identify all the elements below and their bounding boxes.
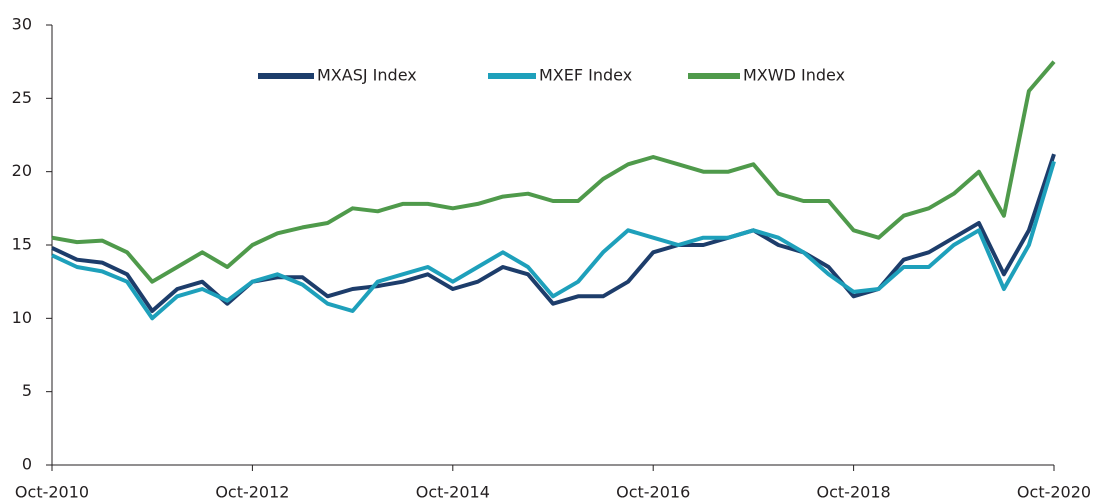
y-tick-label: 30 — [12, 15, 32, 34]
series-line — [51, 160, 1056, 321]
y-tick-label: 5 — [22, 381, 32, 400]
y-tick-label: 10 — [12, 308, 32, 327]
x-tick-label: Oct-2018 — [817, 483, 891, 502]
y-tick-label: 0 — [22, 455, 32, 474]
legend-label: MXEF Index — [539, 66, 632, 85]
x-tick-label: Oct-2020 — [1017, 483, 1091, 502]
legend-label: MXWD Index — [743, 66, 845, 85]
x-tick-label: Oct-2012 — [215, 483, 289, 502]
y-tick-label: 15 — [12, 235, 32, 254]
x-tick-label: Oct-2010 — [15, 483, 89, 502]
y-tick-label: 25 — [12, 88, 32, 107]
legend-label: MXASJ Index — [317, 66, 417, 85]
y-tick-label: 20 — [12, 161, 32, 180]
series-line — [51, 60, 1056, 284]
x-tick-label: Oct-2014 — [416, 483, 490, 502]
x-tick-label: Oct-2016 — [616, 483, 690, 502]
